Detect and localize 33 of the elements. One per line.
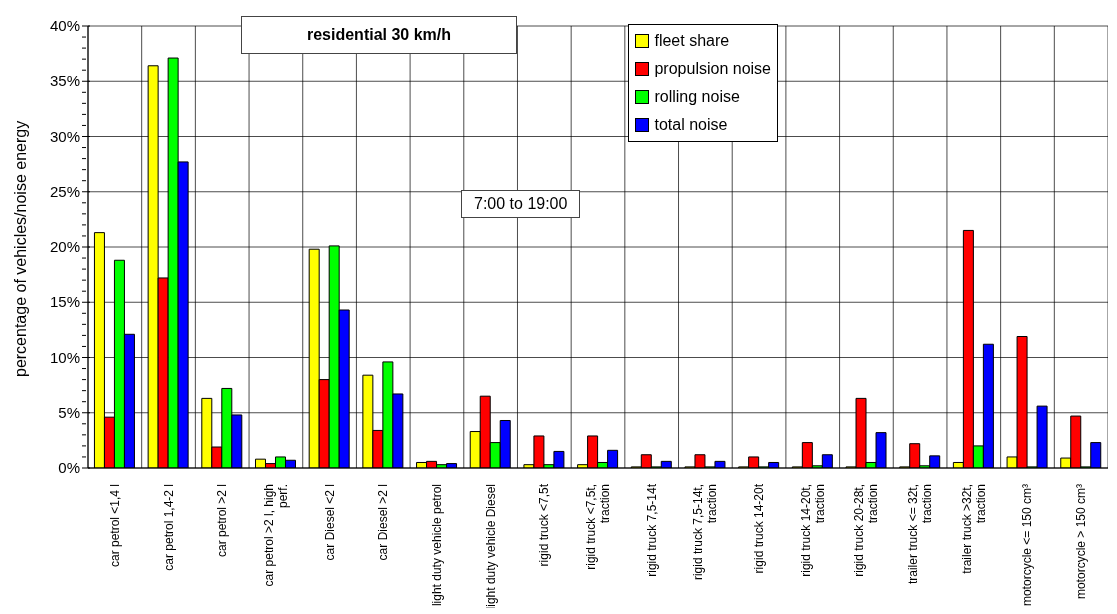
y-tick-label: 5% [58,403,80,421]
x-tick-label: car Diesel <2 l [322,484,337,561]
x-tick-label: rigid truck 14-20t [752,483,767,574]
x-tick-label: rigid truck 14-20t, traction [798,484,827,577]
x-tick-label: light duty vehicle Diesel [483,484,498,610]
y-axis-title: percentage of vehicles/noise energy [11,120,29,377]
y-tick-label: 0% [58,459,80,476]
title-frame: residential 30 km/h [241,16,517,54]
x-tick-label: rigid truck <7,5t, traction [584,484,612,570]
y-tick-label: 30% [49,127,80,145]
y-tick-label: 20% [49,238,80,255]
y-tick-label: 15% [49,293,80,311]
legend-label: total noise [654,116,728,134]
y-tick-label: 25% [49,182,80,200]
note-frame: 7:00 to 19:00 [461,190,581,218]
legend-label: rolling noise [654,88,740,106]
x-tick-label: car petrol >2 l [215,484,230,558]
x-tick-label: car petrol 1,4-2 l [161,484,176,571]
x-tick-label: rigid truck 7,5-14t [644,483,659,577]
legend-label: fleet share [654,32,730,50]
x-tick-label: motorcycle <= 150 cm³ [1020,484,1035,607]
x-tick-label: rigid truck <7,5t [537,483,552,567]
y-tick-label: 35% [49,72,80,90]
x-tick-label: light duty vehicle petrol [429,484,444,607]
x-tick-label: car petrol <1,4 l [107,484,122,568]
x-tick-label: rigid truck 7,5-14t, traction [691,484,720,581]
y-tick-label: 40% [49,17,80,34]
x-tick-label: car Diesel >2 l [376,484,391,561]
y-tick-label: 10% [49,348,80,366]
x-tick-label: car petrol >2 l, high perf. [261,484,290,587]
x-tick-label: motorcycle > 150 cm³ [1074,484,1089,600]
legend-label: propulsion noise [654,60,771,78]
x-tick-label: trailer truck <= 32t, traction [906,484,935,585]
